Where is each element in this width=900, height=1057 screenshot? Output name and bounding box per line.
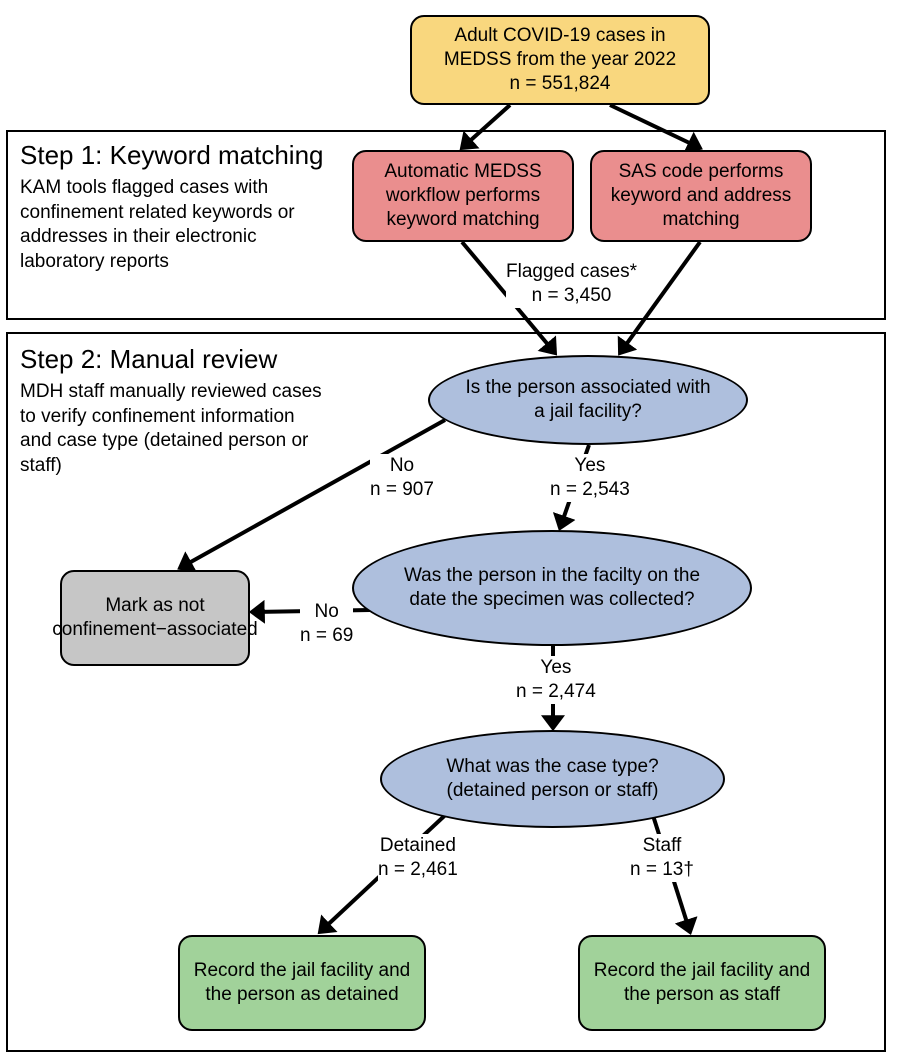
step2-title: Step 2: Manual review bbox=[20, 344, 277, 375]
node-kw-right: SAS code performs keyword and address ma… bbox=[590, 150, 812, 242]
label-flagged: Flagged cases*n = 3,450 bbox=[506, 260, 637, 308]
label-q3-det: Detainedn = 2,461 bbox=[378, 834, 458, 882]
label-q1-yes: Yesn = 2,543 bbox=[550, 454, 630, 502]
node-q1: Is the person associated with a jail fac… bbox=[428, 355, 748, 445]
node-kw-left: Automatic MEDSS workflow performs keywor… bbox=[352, 150, 574, 242]
node-not-assoc: Mark as not confinement−associated bbox=[60, 570, 250, 666]
node-rec-staff: Record the jail facility and the person … bbox=[578, 935, 826, 1031]
label-q1-no: Non = 907 bbox=[370, 454, 434, 502]
node-q3: What was the case type? (detained person… bbox=[380, 730, 725, 828]
step1-desc: KAM tools flagged cases with confinement… bbox=[20, 176, 330, 275]
step1-title: Step 1: Keyword matching bbox=[20, 140, 324, 171]
node-q2: Was the person in the facilty on the dat… bbox=[352, 530, 752, 646]
label-q3-staff: Staffn = 13† bbox=[630, 834, 694, 882]
node-rec-detained: Record the jail facility and the person … bbox=[178, 935, 426, 1031]
node-start: Adult COVID-19 cases in MEDSS from the y… bbox=[410, 15, 710, 105]
label-q2-yes: Yesn = 2,474 bbox=[516, 656, 596, 704]
step2-desc: MDH staff manually reviewed cases to ver… bbox=[20, 380, 330, 479]
label-q2-no: Non = 69 bbox=[300, 600, 353, 648]
